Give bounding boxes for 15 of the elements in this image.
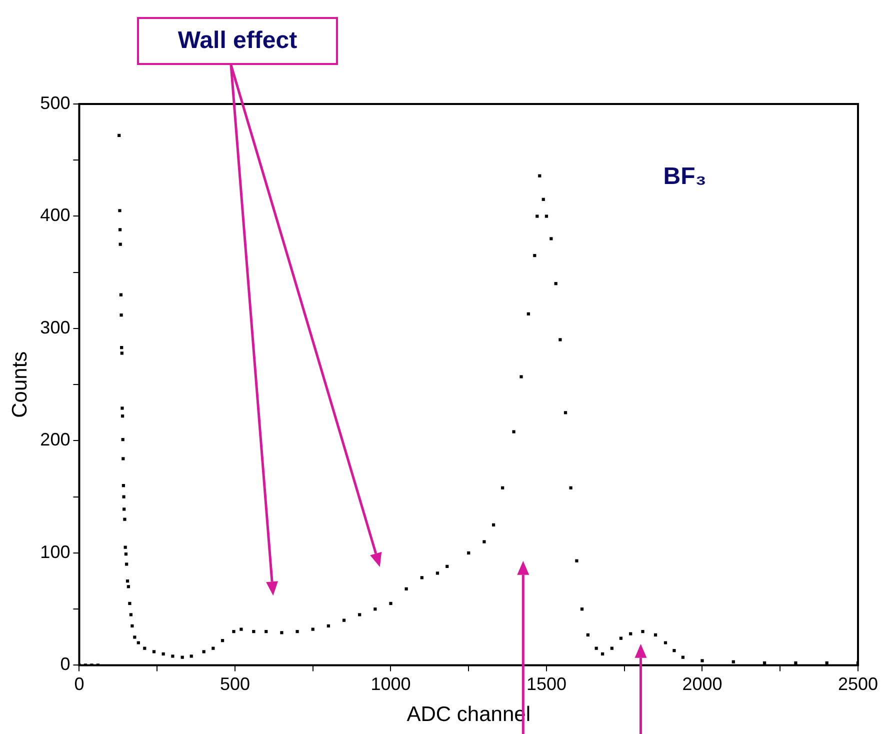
annotation: BF₃	[663, 162, 706, 191]
x-tick-label: 1500	[526, 674, 567, 694]
text: Wall effect	[137, 17, 338, 65]
x-tick-label: 2500	[838, 674, 878, 694]
x-tick-label: 2000	[682, 674, 722, 694]
y-tick-label: 200	[40, 430, 70, 450]
y-axis-title: Counts	[8, 351, 32, 418]
y-tick-label: 100	[40, 542, 70, 562]
y-tick-label: 400	[40, 205, 70, 226]
x-tick-label: 500	[220, 674, 250, 694]
x-tick-label: 0	[74, 674, 84, 694]
y-tick-label: 0	[60, 654, 70, 674]
y-tick-label: 300	[40, 317, 70, 338]
y-tick-label: 500	[40, 92, 70, 113]
x-tick-label: 1000	[370, 674, 411, 694]
